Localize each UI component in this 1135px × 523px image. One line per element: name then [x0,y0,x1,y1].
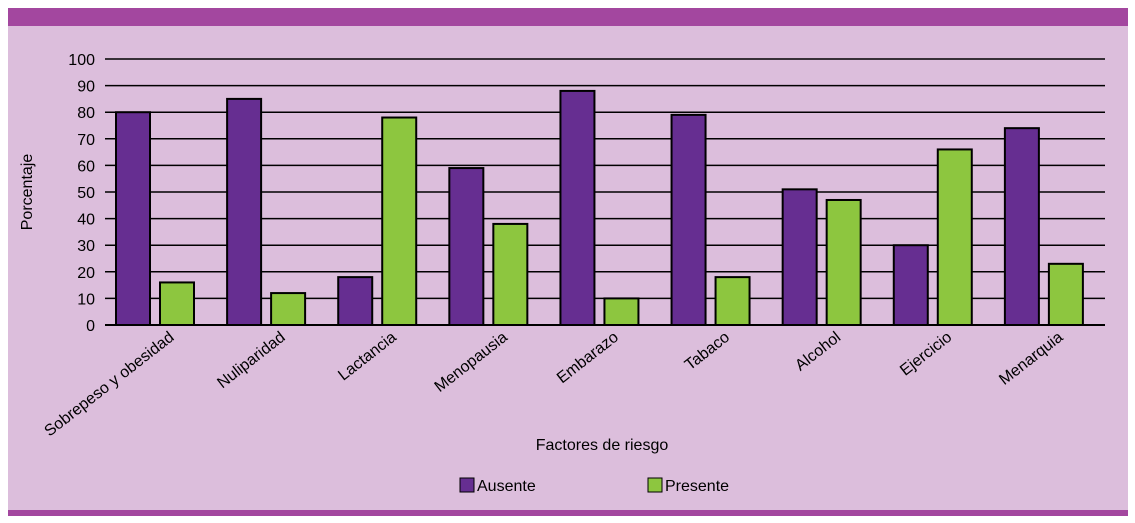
category-label: Nuliparidad [214,329,288,392]
category-label: Sobrepeso y obesidad [42,329,178,440]
top-band [8,8,1128,26]
category-label: Ejercicio [897,329,955,380]
bar-presente-1 [270,292,307,326]
legend: Ausente Presente [459,477,729,495]
y-tick-label: 90 [77,79,95,96]
y-tick-label: 60 [77,158,95,175]
bar-ausente-7 [892,244,929,326]
bar-presente-8 [1047,262,1084,327]
bar-ausente-6 [781,188,818,326]
y-tick-label: 100 [68,52,95,69]
bar-presente-6 [825,198,862,326]
legend-label-presente: Presente [665,478,729,495]
category-label: Alcohol [792,329,844,375]
y-tick-label: 10 [77,291,95,308]
bar-ausente-1 [226,97,263,327]
bottom-band [8,510,1128,516]
bars [115,89,1084,327]
bar-ausente-3 [448,167,485,326]
bar-ausente-5 [670,113,707,326]
category-label: Menarquia [996,329,1066,389]
y-tick-label: 40 [77,212,95,229]
bar-presente-4 [603,297,640,326]
legend-swatch-presente [647,477,663,493]
x-axis-title: Factores de riesgo [536,437,669,454]
bar-presente-3 [492,222,529,326]
category-label: Lactancia [335,329,400,385]
chart-frame: 0 10 20 30 40 50 60 70 80 90 100 Sobrepeso y obesi… [8,8,1128,516]
bar-presente-2 [381,116,418,326]
y-tick-label: 70 [77,132,95,149]
category-label: Menopausia [432,329,511,396]
y-axis-ticks: 0 10 20 30 40 50 60 70 80 90 100 [68,52,95,335]
category-label: Embarazo [554,329,622,387]
category-label: Tabaco [682,329,733,374]
y-tick-label: 50 [77,185,95,202]
bar-chart: 0 10 20 30 40 50 60 70 80 90 100 Sobrepeso y obesi… [19,52,1105,495]
bar-ausente-2 [337,276,374,326]
legend-swatch-ausente [459,477,475,493]
bar-ausente-0 [115,111,151,326]
y-tick-label: 30 [77,238,95,255]
y-tick-label: 0 [86,318,95,335]
bar-ausente-8 [1003,127,1040,326]
bar-presente-7 [936,148,973,326]
y-axis-title: Porcentaje [19,154,36,231]
category-labels: Sobrepeso y obesidad Nuliparidad Lactancia… [42,329,1067,440]
legend-label-ausente: Ausente [477,478,536,495]
bar-presente-0 [159,281,195,327]
bar-presente-5 [714,276,751,326]
bar-ausente-4 [559,89,596,326]
y-tick-label: 20 [77,265,95,282]
y-tick-label: 80 [77,105,95,122]
